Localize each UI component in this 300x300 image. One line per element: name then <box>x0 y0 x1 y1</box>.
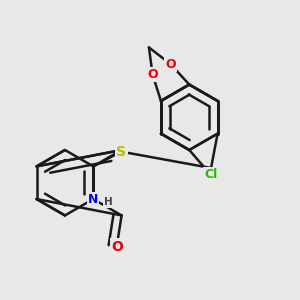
Text: H: H <box>103 197 112 207</box>
Text: O: O <box>165 58 176 71</box>
Text: O: O <box>147 68 158 81</box>
Text: N: N <box>88 193 98 206</box>
Text: N: N <box>116 143 127 157</box>
Text: O: O <box>111 239 123 254</box>
Text: Cl: Cl <box>204 168 217 181</box>
Text: S: S <box>116 145 126 159</box>
